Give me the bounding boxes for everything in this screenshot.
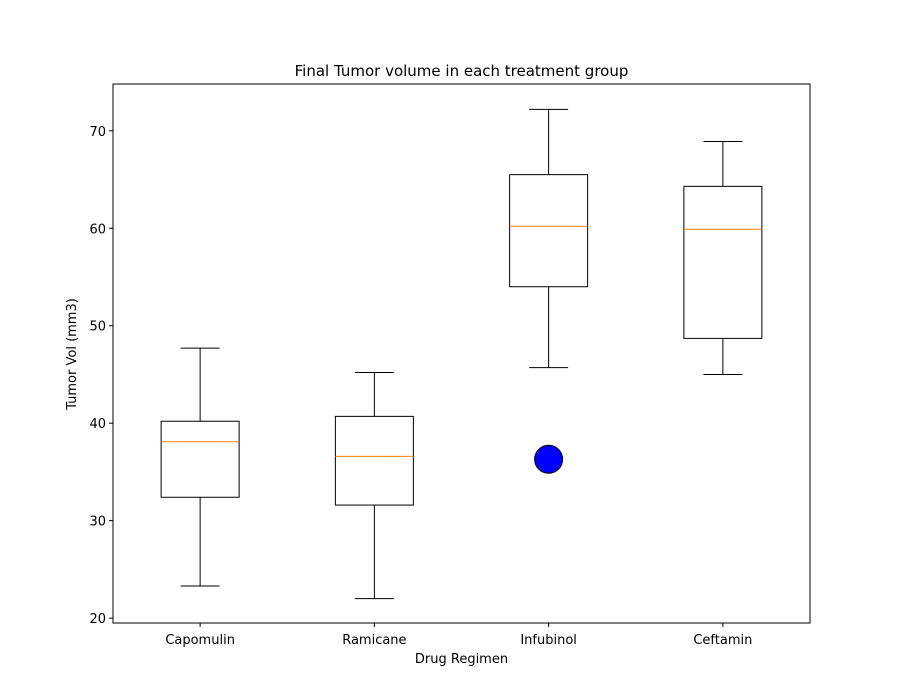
box-ramicane [334,372,414,600]
y-axis: 20 30 40 50 60 70 [89,125,113,627]
y-tick-label: 40 [89,417,106,432]
plot-area-frame [112,83,811,624]
y-tick-label: 70 [89,125,106,140]
box-infubinol [509,108,589,474]
x-axis: Capomulin Ramicane Infubinol Ceftamin [165,623,752,648]
chart-title: Final Tumor volume in each treatment gro… [295,62,629,80]
y-tick-label: 30 [89,515,106,530]
y-tick-label: 50 [89,320,106,335]
box-capomulin [160,347,240,587]
iqr-box [160,420,240,498]
iqr-box [683,185,763,339]
y-tick-label: 20 [89,612,106,627]
y-tick-label: 60 [89,222,106,237]
x-tick-label: Capomulin [165,633,235,648]
box-ceftamin [683,141,763,375]
iqr-box [509,174,589,288]
iqr-box [334,415,414,506]
x-tick-label: Infubinol [520,633,577,648]
x-tick-label: Ceftamin [693,633,752,648]
outlier-point [534,444,564,474]
y-axis-label: Tumor Vol (mm3) [65,298,80,411]
x-axis-label: Drug Regimen [415,652,508,667]
boxes-group [160,108,763,600]
x-tick-label: Ramicane [342,633,406,648]
